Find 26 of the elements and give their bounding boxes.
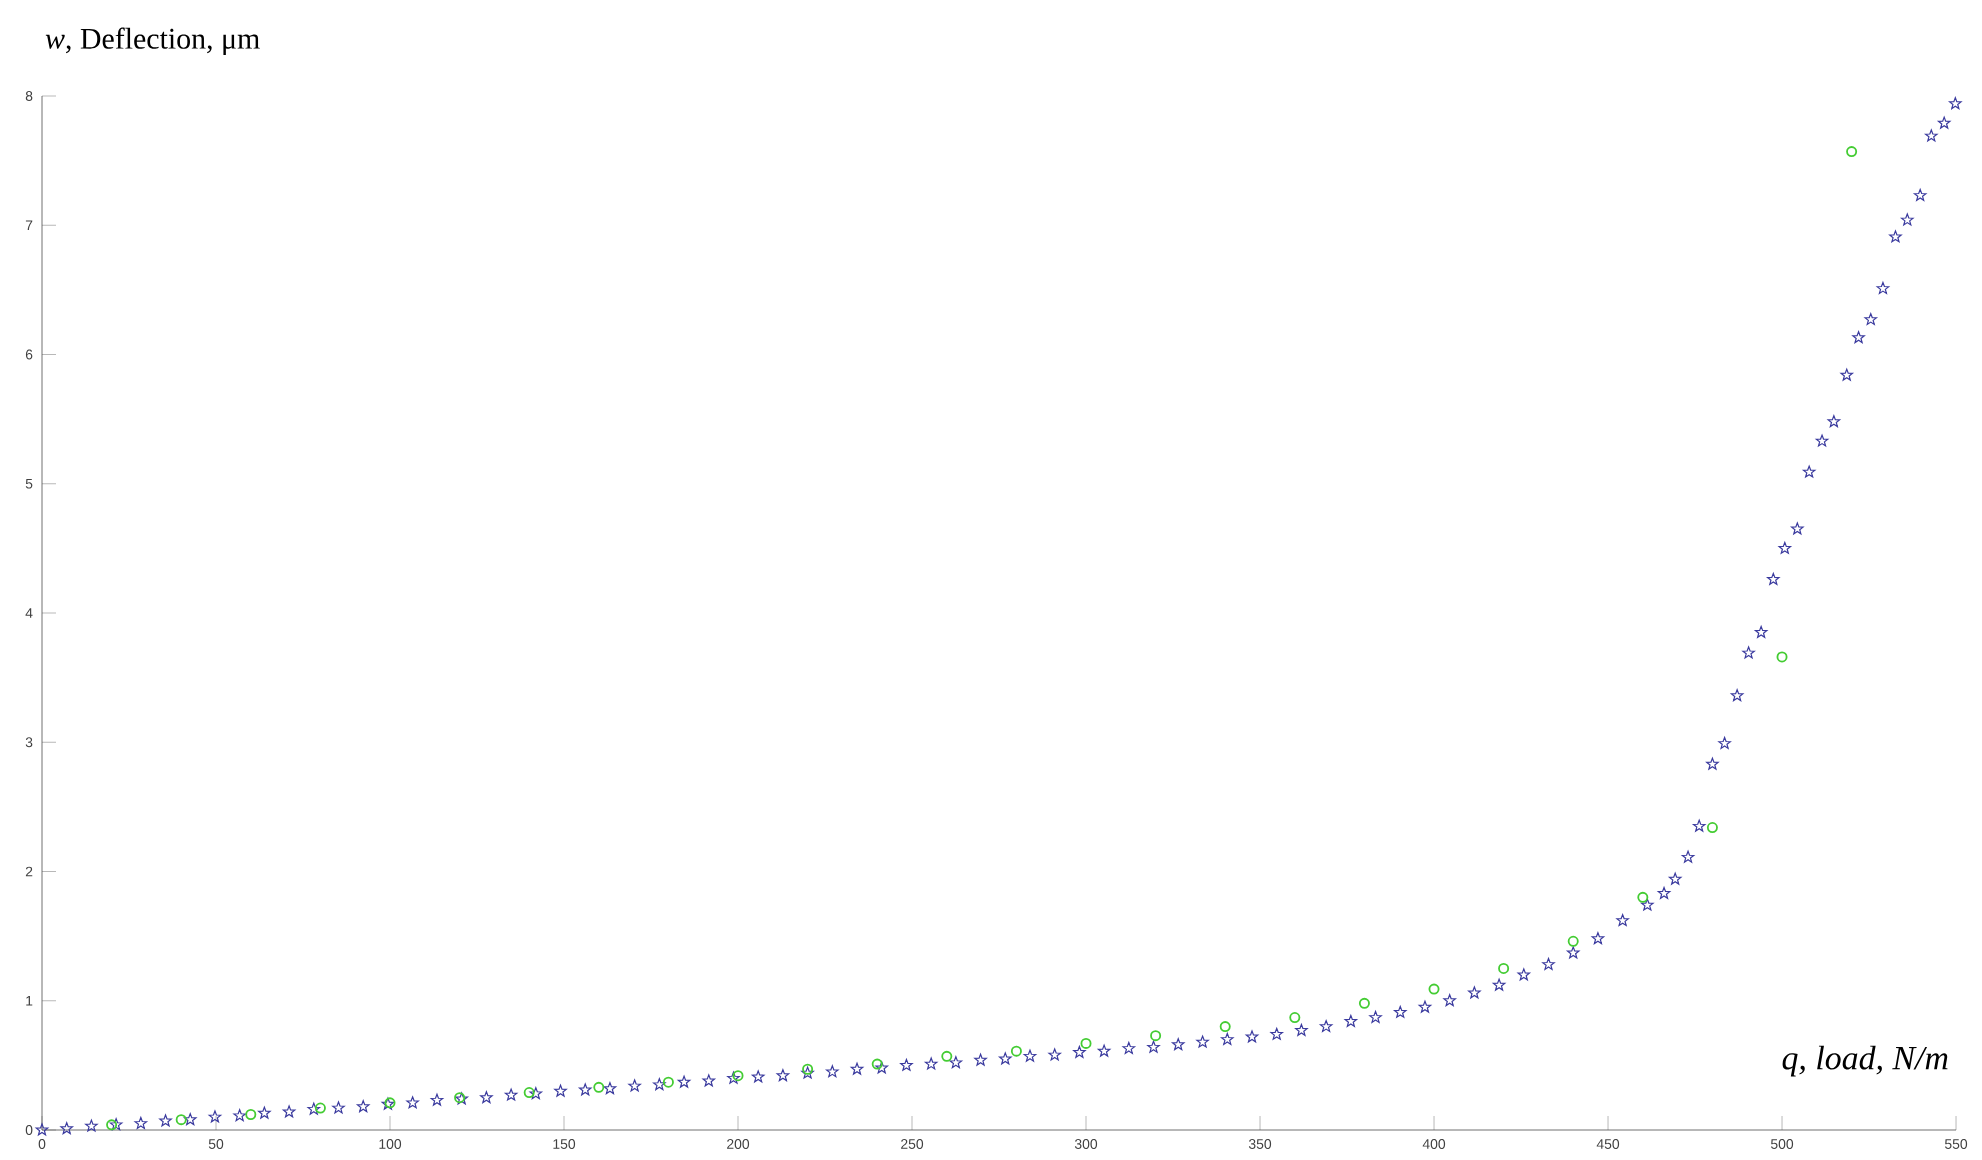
point — [732, 1070, 744, 1082]
point — [314, 1102, 326, 1114]
y-axis-title: w, Deflection, μm — [45, 27, 260, 55]
x-axis-title: q, load, N/m — [1782, 1045, 1948, 1077]
point — [1846, 146, 1858, 158]
point — [1010, 1045, 1022, 1057]
point — [1498, 962, 1510, 974]
point — [871, 1058, 883, 1070]
point — [662, 1076, 674, 1088]
point — [1150, 1030, 1162, 1042]
point — [106, 1119, 118, 1131]
point — [1637, 891, 1649, 903]
point — [941, 1050, 953, 1062]
point — [1080, 1037, 1092, 1049]
point — [175, 1114, 187, 1126]
point — [1358, 997, 1370, 1009]
point — [593, 1081, 605, 1093]
point — [1567, 935, 1579, 947]
point — [1428, 983, 1440, 995]
point — [1219, 1021, 1231, 1033]
point — [245, 1108, 257, 1120]
point — [1776, 651, 1788, 663]
point — [802, 1063, 814, 1075]
point — [523, 1087, 535, 1099]
point — [1706, 822, 1718, 834]
point — [1289, 1012, 1301, 1024]
